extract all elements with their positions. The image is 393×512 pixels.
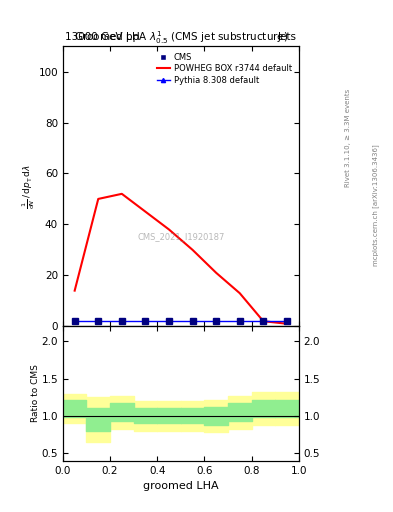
Text: mcplots.cern.ch [arXiv:1306.3436]: mcplots.cern.ch [arXiv:1306.3436] bbox=[372, 144, 379, 266]
Y-axis label: $\frac{1}{\mathrm{d}N}\,/\,\mathrm{d}p_{\mathrm{T}}\,\mathrm{d}\lambda$: $\frac{1}{\mathrm{d}N}\,/\,\mathrm{d}p_{… bbox=[20, 164, 37, 208]
Text: Rivet 3.1.10, ≥ 3.3M events: Rivet 3.1.10, ≥ 3.3M events bbox=[345, 89, 351, 187]
Legend: CMS, POWHEG BOX r3744 default, Pythia 8.308 default: CMS, POWHEG BOX r3744 default, Pythia 8.… bbox=[155, 50, 294, 87]
Text: Jets: Jets bbox=[277, 32, 296, 42]
Title: Groomed LHA $\lambda^{1}_{0.5}$ (CMS jet substructure): Groomed LHA $\lambda^{1}_{0.5}$ (CMS jet… bbox=[73, 29, 288, 46]
Text: CMS_2021_I1920187: CMS_2021_I1920187 bbox=[137, 232, 224, 241]
Text: 13000 GeV pp: 13000 GeV pp bbox=[65, 32, 140, 42]
Y-axis label: Ratio to CMS: Ratio to CMS bbox=[31, 365, 40, 422]
X-axis label: groomed LHA: groomed LHA bbox=[143, 481, 219, 491]
